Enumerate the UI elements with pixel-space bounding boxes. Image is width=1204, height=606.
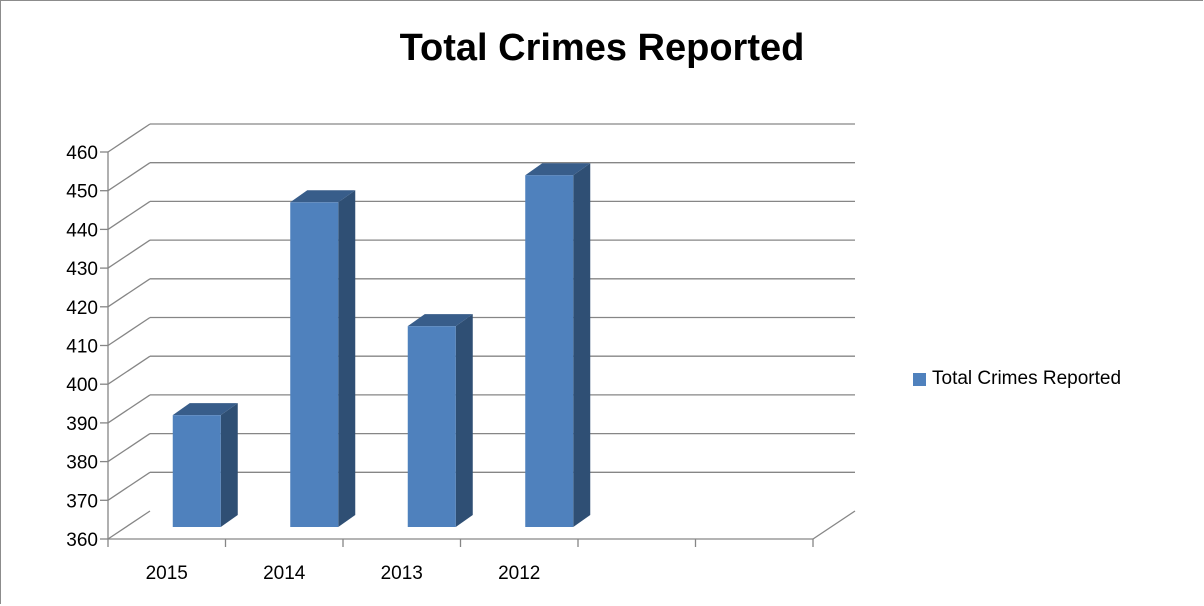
bar-front [290, 202, 339, 527]
bar-2015 [172, 403, 238, 527]
bar-front [172, 415, 221, 527]
gridline-side [107, 162, 151, 192]
y-tick-label: 440 [66, 220, 98, 241]
x-tick-label-2015: 2015 [146, 563, 188, 584]
floor-right-edge [812, 510, 856, 540]
x-tick-label-2014: 2014 [263, 563, 306, 584]
gridline-side [107, 316, 151, 347]
y-tick-label: 360 [66, 530, 98, 551]
gridline-side [107, 200, 151, 230]
bar-top [172, 403, 238, 416]
gridline-side [107, 394, 151, 424]
chart-title: Total Crimes Reported [399, 27, 805, 69]
y-tick-label: 410 [66, 337, 98, 358]
y-tick-label: 380 [66, 453, 98, 474]
bars [172, 163, 591, 527]
y-tick-label: 450 [66, 182, 98, 203]
tick-labels: 360 370 380 390 400 410 420 430 440 450 460 2015 201… [66, 143, 540, 584]
legend-swatch [913, 372, 926, 386]
gridline-side [107, 433, 151, 463]
bar-side [455, 314, 473, 527]
x-tick-label-2013: 2013 [381, 563, 423, 584]
y-tick-label: 430 [66, 259, 98, 280]
legend: Total Crimes Reported [913, 368, 1121, 390]
legend-label: Total Crimes Reported [932, 368, 1122, 389]
gridlines [107, 123, 855, 540]
gridline-side [107, 239, 151, 269]
bar-side [220, 403, 238, 527]
y-tick-label: 460 [66, 143, 98, 164]
bar-2012 [525, 163, 591, 527]
gridline-side [107, 355, 151, 385]
bar-2014 [290, 190, 356, 527]
bar-top [290, 190, 356, 203]
bar-side [338, 190, 356, 527]
x-tick-label-2012: 2012 [498, 563, 540, 584]
gridline-side [107, 510, 151, 540]
bar-2013 [407, 314, 473, 527]
y-tick-label: 420 [66, 298, 98, 319]
bar-front [525, 175, 574, 527]
gridline-side [107, 123, 151, 153]
y-tick-label: 400 [66, 375, 98, 396]
bar-front [407, 326, 456, 527]
gridline-side [107, 471, 151, 501]
bar-top [407, 314, 473, 327]
bar-top [525, 163, 591, 176]
axes [100, 151, 856, 547]
bar-side [573, 163, 591, 527]
y-tick-label: 370 [66, 491, 98, 512]
gridline-side [107, 278, 151, 308]
y-tick-label: 390 [66, 414, 98, 435]
